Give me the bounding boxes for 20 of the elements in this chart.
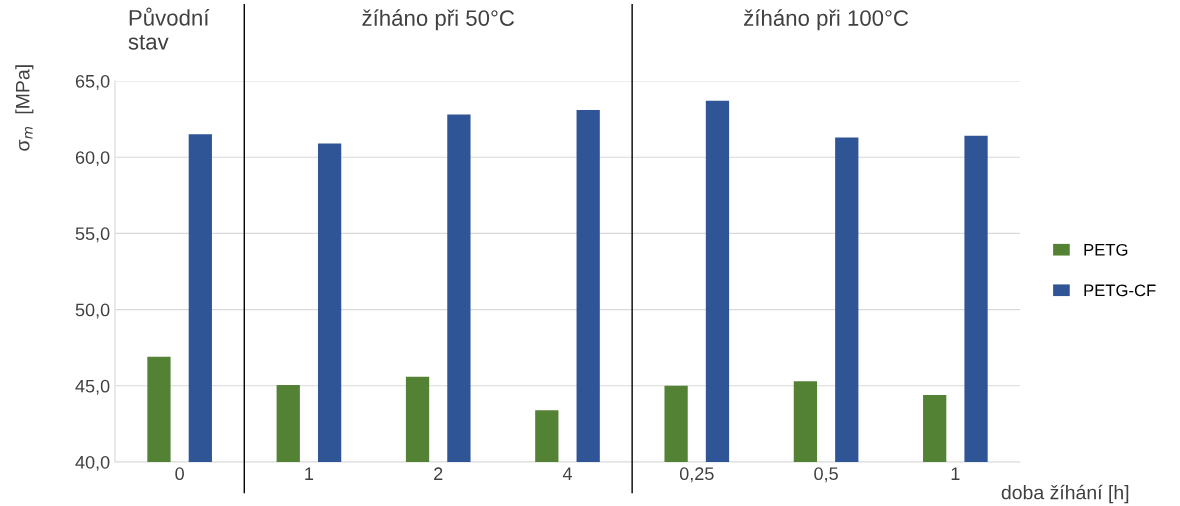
x-tick-label: 2 (434, 467, 443, 480)
text: žíháno při 50°C (362, 9, 515, 31)
x-tick-label: 0 (175, 467, 184, 481)
y-tick-label: 50,0 (75, 303, 110, 319)
y-tick-label: 55,0 (75, 227, 110, 243)
x-tick-label: 1 (951, 467, 960, 480)
x-tick-label: 1 (305, 467, 314, 480)
x-axis-title: doba žíhání [h] (1001, 484, 1129, 504)
legend-label: PETG-CF (1084, 284, 1156, 297)
text: žíháno při 100°C (744, 9, 909, 31)
y-tick-label: 65,0 (75, 74, 110, 90)
y-axis-title: σ$_{m}$ [MPa] (15, 65, 34, 151)
x-tick-label: 4 (562, 467, 572, 480)
legend-label: PETG (1084, 243, 1128, 256)
text: Původní stav (128, 7, 210, 50)
x-tick-label: 0,25 (679, 467, 714, 483)
x-tick-label: 0,5 (814, 467, 838, 483)
y-tick-label: 40,0 (75, 455, 110, 471)
y-tick-label: 45,0 (75, 379, 110, 395)
y-tick-label: 60,0 (75, 151, 110, 167)
